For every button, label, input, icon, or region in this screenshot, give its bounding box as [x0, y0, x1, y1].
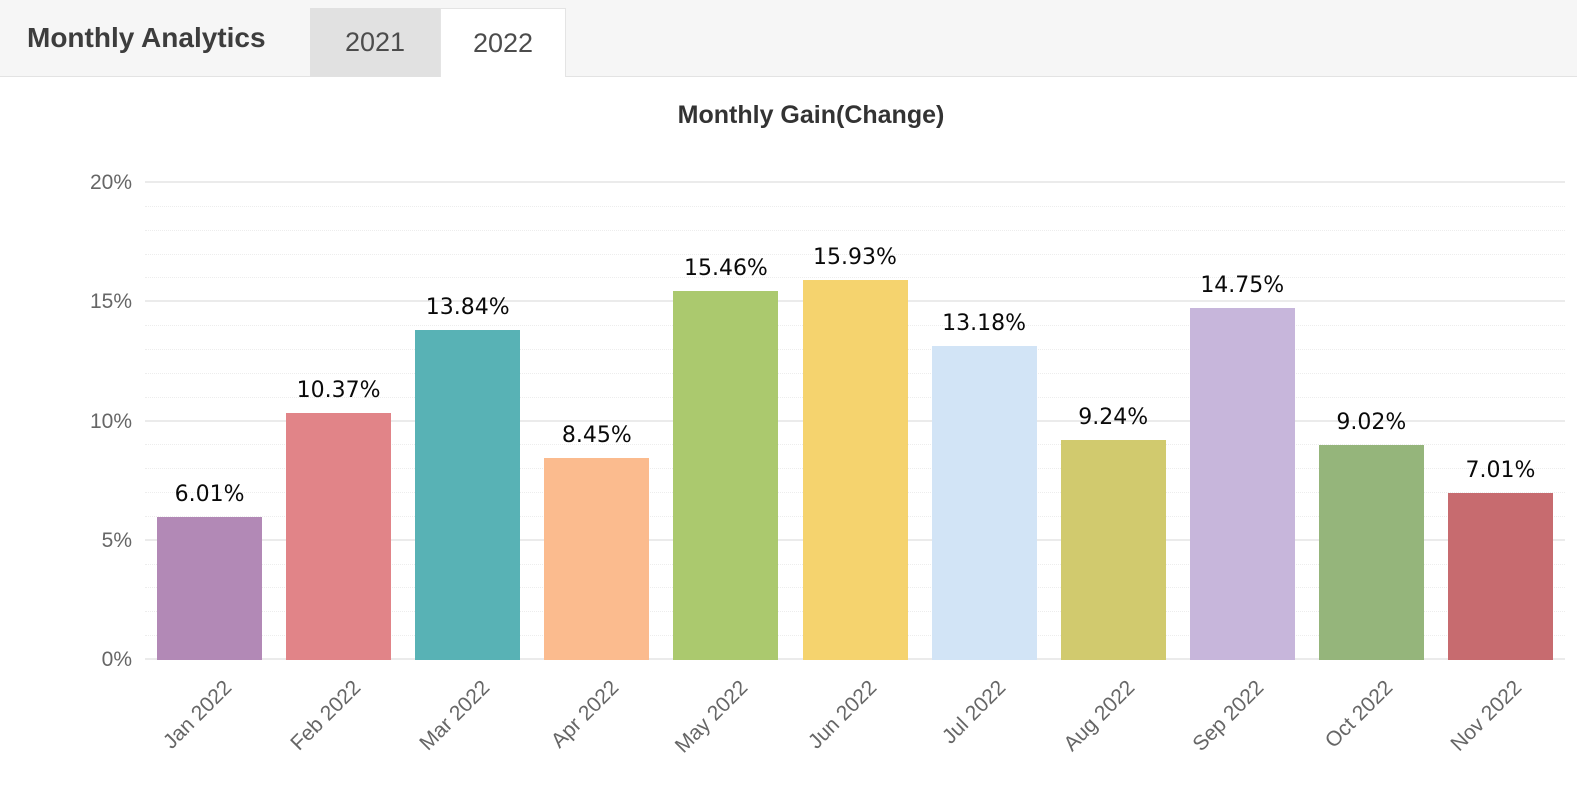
bar-jul-2022[interactable]: [931, 345, 1037, 660]
plot-area: 0% 5% 10% 15% 20% 6.01% Jan 2022 10.37% Feb 2022…: [90, 171, 1565, 757]
bar-jun-2022[interactable]: [802, 280, 908, 660]
x-tick-label: Apr 2022: [546, 676, 624, 753]
y-tick-label: 20%: [89, 171, 132, 194]
bar-value-label: 8.45%: [561, 423, 632, 449]
major-gridline: [145, 181, 1565, 183]
bar-value-label: 14.75%: [1200, 273, 1285, 299]
bar-nov-2022[interactable]: [1447, 492, 1553, 660]
tab-2022[interactable]: 2022: [440, 8, 566, 77]
bar-value-label: 13.84%: [425, 294, 510, 320]
bar-value-label: 9.24%: [1078, 404, 1149, 430]
chart-region: Monthly Gain(Change) 0% 5% 10% 15% 20% 6.01% J…: [0, 77, 1577, 807]
y-tick-label: 5%: [101, 528, 132, 552]
x-tick-label: Aug 2022: [1059, 676, 1140, 756]
tab-2021[interactable]: 2021: [310, 8, 440, 77]
bar-value-label: 6.01%: [174, 481, 245, 507]
minor-gridline: [145, 205, 1565, 207]
bar-value-label: 15.93%: [813, 245, 897, 271]
x-tick-label: May 2022: [670, 676, 753, 758]
minor-gridline: [145, 229, 1565, 231]
y-tick-label: 15%: [89, 290, 132, 314]
bar-aug-2022[interactable]: [1060, 439, 1166, 660]
bar-value-label: 9.02%: [1336, 409, 1407, 435]
minor-gridline: [145, 277, 1565, 279]
bar-value-label: 15.46%: [683, 256, 768, 282]
bar-may-2022[interactable]: [673, 291, 779, 660]
x-tick-label: Sep 2022: [1188, 676, 1269, 756]
bar-value-label: 10.37%: [296, 377, 381, 403]
x-tick-label: Oct 2022: [1321, 676, 1398, 753]
bar-value-label: 13.18%: [942, 310, 1027, 336]
minor-gridline: [145, 253, 1565, 255]
bar-value-label: 7.01%: [1465, 457, 1536, 483]
y-tick-label: 0%: [101, 648, 132, 671]
x-tick-label: Feb 2022: [285, 676, 365, 756]
year-tabs: 2021 2022: [310, 8, 566, 77]
chart-title: Monthly Gain(Change): [677, 101, 945, 129]
x-tick-label: Jun 2022: [803, 676, 882, 754]
page-title: Monthly Analytics: [27, 22, 266, 53]
bar-feb-2022[interactable]: [286, 412, 392, 660]
y-tick-label: 10%: [89, 409, 132, 433]
bar-apr-2022[interactable]: [544, 458, 650, 660]
x-tick-label: Nov 2022: [1446, 676, 1527, 756]
bar-jan-2022[interactable]: [157, 516, 263, 660]
x-tick-label: Jan 2022: [158, 676, 236, 754]
bar-mar-2022[interactable]: [415, 329, 521, 660]
bar-sep-2022[interactable]: [1189, 308, 1295, 660]
x-tick-label: Mar 2022: [414, 676, 494, 755]
header: Monthly Analytics 2021 2022: [0, 0, 1577, 77]
bar-oct-2022[interactable]: [1318, 444, 1424, 660]
x-tick-label: Jul 2022: [937, 676, 1011, 749]
